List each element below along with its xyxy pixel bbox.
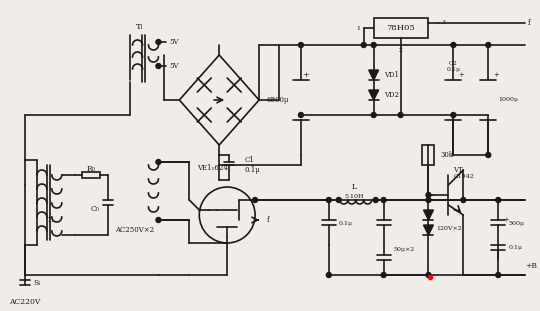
Bar [82, 172, 100, 178]
Circle shape [253, 197, 258, 202]
Text: 1000μ: 1000μ [498, 98, 518, 103]
Circle shape [371, 43, 376, 48]
Text: +: + [302, 71, 309, 79]
Text: Tₗ: Tₗ [136, 23, 144, 31]
Circle shape [398, 113, 403, 118]
Polygon shape [423, 225, 434, 235]
Text: 50μ×2: 50μ×2 [394, 248, 415, 253]
Circle shape [426, 197, 431, 202]
Text: 0.1μ: 0.1μ [339, 220, 353, 225]
Text: C₀: C₀ [91, 205, 100, 213]
Circle shape [156, 160, 161, 165]
Text: +: + [503, 216, 509, 224]
Polygon shape [369, 70, 379, 80]
Circle shape [426, 193, 431, 197]
Text: T₁: T₁ [47, 216, 55, 224]
Text: VD1: VD1 [383, 71, 399, 79]
Polygon shape [369, 90, 379, 100]
Text: 1: 1 [357, 26, 361, 30]
Circle shape [326, 197, 332, 202]
Circle shape [371, 113, 376, 118]
Circle shape [361, 43, 366, 48]
Text: +: + [458, 71, 464, 79]
Text: VE1₁624: VE1₁624 [197, 164, 228, 172]
Circle shape [299, 43, 303, 48]
Text: f: f [267, 216, 269, 224]
Text: Sₗ: Sₗ [33, 279, 40, 287]
Polygon shape [423, 210, 434, 220]
Text: 5V: 5V [170, 62, 179, 70]
Text: C1942: C1942 [454, 174, 474, 179]
Circle shape [486, 152, 491, 157]
Circle shape [486, 43, 491, 48]
Text: 500μ: 500μ [508, 220, 524, 225]
Text: +B: +B [525, 262, 537, 270]
Text: VD2: VD2 [383, 91, 399, 99]
Text: L: L [351, 183, 356, 191]
Circle shape [461, 197, 466, 202]
Text: C1
0.1μ: C1 0.1μ [244, 156, 260, 174]
Text: 0.1μ: 0.1μ [508, 245, 522, 250]
Circle shape [426, 272, 431, 277]
Circle shape [381, 272, 386, 277]
Text: 6800μ: 6800μ [266, 96, 289, 104]
Text: C2
0.1μ: C2 0.1μ [447, 61, 461, 72]
Bar [374, 18, 428, 38]
Text: 5V: 5V [170, 38, 179, 46]
Text: AC250V×2: AC250V×2 [114, 226, 154, 234]
Text: +: + [493, 71, 499, 79]
Text: AC220V: AC220V [9, 298, 40, 306]
Circle shape [496, 197, 501, 202]
Text: R₀: R₀ [86, 165, 95, 173]
Text: 78H05: 78H05 [386, 24, 415, 32]
Text: 3: 3 [441, 21, 445, 26]
Circle shape [156, 39, 161, 44]
Circle shape [156, 63, 161, 68]
Circle shape [373, 197, 378, 202]
Circle shape [299, 113, 303, 118]
Text: 120V×2: 120V×2 [436, 225, 462, 230]
Circle shape [336, 197, 341, 202]
Circle shape [451, 43, 456, 48]
Text: VT: VT [454, 166, 463, 174]
Circle shape [496, 272, 501, 277]
Circle shape [326, 272, 332, 277]
Text: 30k: 30k [441, 151, 454, 159]
Text: 5.10H: 5.10H [344, 194, 363, 199]
Circle shape [381, 197, 386, 202]
Circle shape [451, 113, 456, 118]
Text: 2: 2 [399, 49, 402, 53]
Text: f: f [528, 19, 531, 27]
Bar [422, 145, 435, 165]
Circle shape [156, 217, 161, 222]
